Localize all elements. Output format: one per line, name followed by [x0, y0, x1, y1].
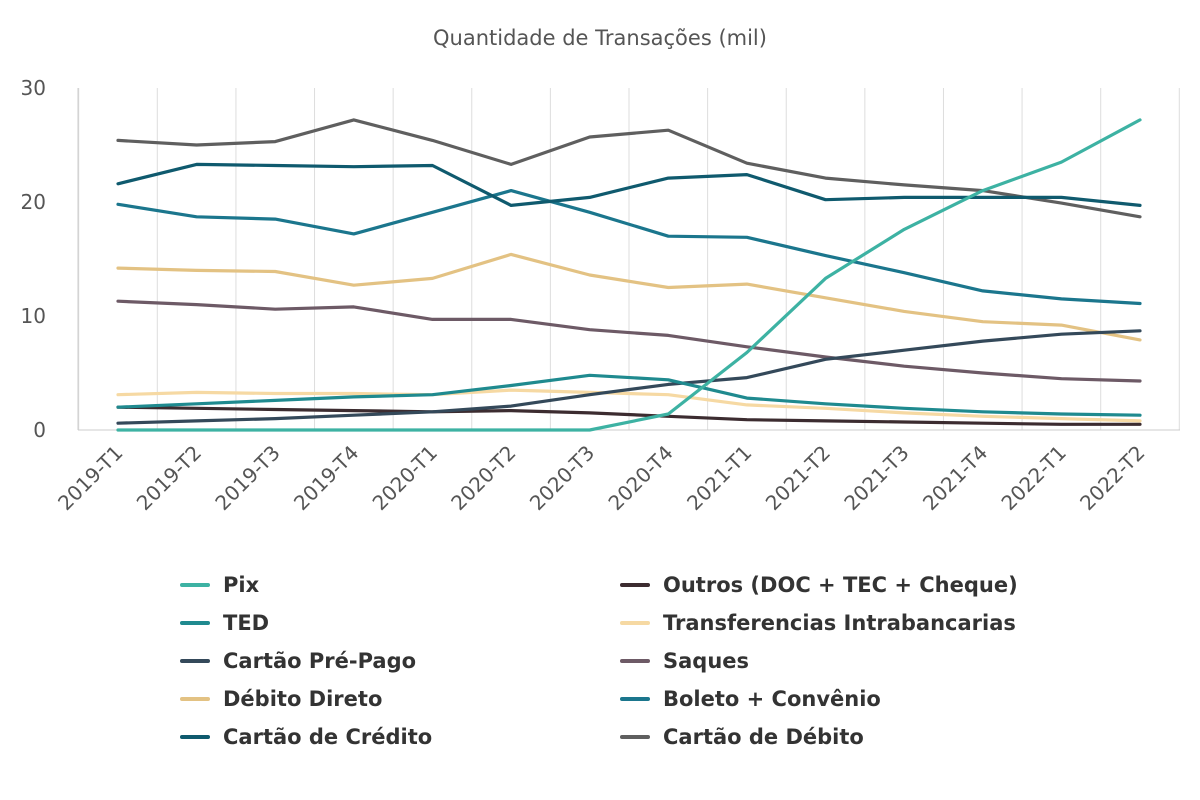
series-line-cartao-de-debito	[116, 118, 1142, 219]
legend-label: Cartão de Débito	[663, 725, 864, 749]
series-line-outros-doc-tec-cheque	[116, 405, 1142, 426]
x-tick-label: 2022-T2	[1075, 441, 1149, 515]
legend-swatch	[180, 583, 210, 587]
x-tick-label: 2019-T4	[289, 441, 363, 515]
legend-label: Outros (DOC + TEC + Cheque)	[663, 573, 1018, 597]
series-line-ted	[116, 373, 1142, 417]
series-line-saques	[116, 299, 1142, 383]
x-tick-label: 2021-T4	[918, 441, 992, 515]
legend-swatch	[180, 659, 210, 663]
legend-item[interactable]: Cartão Pré-Pago	[180, 644, 416, 678]
x-tick-label: 2020-T3	[525, 441, 599, 515]
legend-swatch	[620, 659, 650, 663]
legend-item[interactable]: Outros (DOC + TEC + Cheque)	[620, 568, 1018, 602]
legend-swatch	[620, 697, 650, 701]
legend-label: Transferencias Intrabancarias	[663, 611, 1016, 635]
legend-swatch	[180, 735, 210, 739]
series-line-debito-direto	[116, 252, 1142, 342]
legend-item[interactable]: Pix	[180, 568, 259, 602]
legend-item[interactable]: TED	[180, 606, 269, 640]
chart-legend: Pix TED Cartão Pré-Pago Débito Direto Cartão…	[180, 568, 1140, 768]
legend-label: Cartão de Crédito	[223, 725, 433, 749]
legend-label: Boleto + Convênio	[663, 687, 881, 711]
series-line-boleto-convenio	[116, 189, 1142, 306]
x-tick-label: 2021-T3	[839, 441, 913, 515]
x-tick-label: 2021-T1	[682, 441, 756, 515]
series-line-transferencias-intrabancarias	[116, 388, 1142, 423]
series-line-cartao-pre-pago	[116, 329, 1142, 425]
x-tick-label: 2019-T2	[132, 441, 206, 515]
series-line-pix	[116, 118, 1142, 432]
series-lines	[116, 118, 1142, 432]
legend-item[interactable]: Transferencias Intrabancarias	[620, 606, 1016, 640]
y-tick-label: 0	[33, 418, 46, 442]
y-tick-label: 30	[21, 76, 46, 100]
legend-item[interactable]: Cartão de Crédito	[180, 720, 432, 754]
chart-title: Quantidade de Transações (mil)	[433, 26, 767, 50]
legend-item[interactable]: Saques	[620, 644, 749, 678]
x-tick-label: 2019-T3	[210, 441, 284, 515]
legend-swatch	[620, 583, 650, 587]
legend-swatch	[180, 697, 210, 701]
legend-label: Cartão Pré-Pago	[223, 649, 417, 673]
x-tick-label: 2019-T1	[53, 441, 127, 515]
legend-swatch	[180, 621, 210, 625]
legend-item[interactable]: Boleto + Convênio	[620, 682, 881, 716]
legend-item[interactable]: Débito Direto	[180, 682, 382, 716]
x-tick-label: 2020-T2	[446, 441, 520, 515]
x-tick-label: 2022-T1	[997, 441, 1071, 515]
legend-label: Débito Direto	[223, 687, 383, 711]
x-tick-label: 2021-T2	[761, 441, 835, 515]
legend-label: TED	[223, 611, 270, 635]
y-tick-label: 20	[21, 190, 46, 214]
legend-swatch	[620, 735, 650, 739]
legend-label: Saques	[663, 649, 750, 673]
legend-label: Pix	[223, 573, 260, 597]
legend-item[interactable]: Cartão de Débito	[620, 720, 864, 754]
x-tick-label: 2020-T4	[603, 441, 677, 515]
legend-swatch	[620, 621, 650, 625]
y-tick-label: 10	[21, 304, 46, 328]
x-tick-label: 2020-T1	[368, 441, 442, 515]
